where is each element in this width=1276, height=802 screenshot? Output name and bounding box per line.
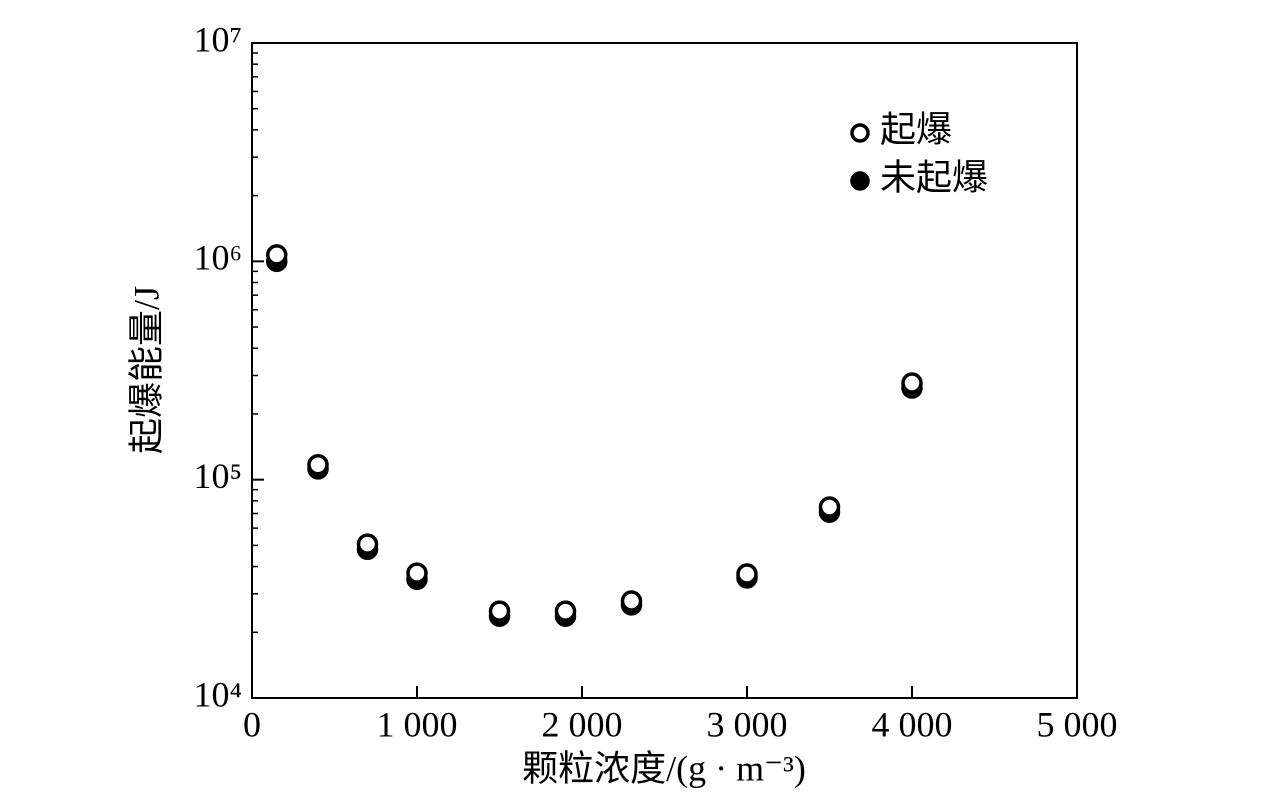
y-tick-label: 10⁶ <box>193 238 242 278</box>
y-tick-label: 10⁴ <box>193 674 242 714</box>
scatter-point <box>356 533 379 555</box>
x-tick-label: 0 <box>243 704 261 744</box>
plot-frame <box>251 42 1078 699</box>
scatter-point <box>736 563 758 585</box>
scatter-point <box>488 600 511 622</box>
x-tick-label: 2 000 <box>542 704 623 744</box>
x-tick-label: 5 000 <box>1037 704 1118 744</box>
scatter-point <box>406 562 428 584</box>
x-tick-label: 4 000 <box>872 704 953 744</box>
legend-marker <box>850 171 870 191</box>
scatter-point <box>554 600 577 622</box>
y-axis-title: 起爆能量/J <box>126 286 166 454</box>
scatter-point <box>818 496 841 518</box>
y-tick-label: 10⁵ <box>193 456 242 496</box>
x-tick-label: 3 000 <box>707 704 788 744</box>
y-tick-label: 10⁷ <box>193 19 242 59</box>
legend-marker <box>850 123 870 143</box>
scatter-point <box>901 372 923 394</box>
scatter-point <box>266 244 288 266</box>
legend-label: 起爆 <box>880 109 952 149</box>
scatter-point <box>620 590 643 612</box>
legend-label: 未起爆 <box>880 157 988 197</box>
x-axis-title: 颗粒浓度/(g · m⁻³) <box>522 748 806 788</box>
scatter-point <box>307 454 329 476</box>
x-tick-label: 1 000 <box>377 704 458 744</box>
